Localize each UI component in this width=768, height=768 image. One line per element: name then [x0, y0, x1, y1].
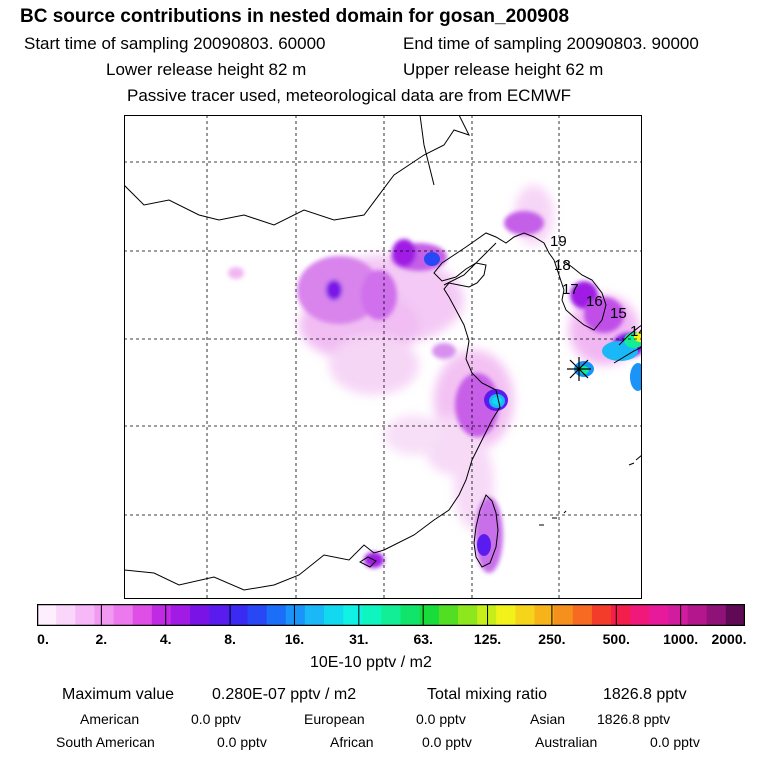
coastlines: [124, 115, 642, 591]
region-name-european: European: [304, 711, 365, 727]
colorbar-tick-label: 63.: [413, 631, 433, 647]
colorbar-segment: [457, 604, 478, 626]
colorbar-tick-label: 16.: [284, 631, 305, 647]
colorbar-tick-label: 2000.: [711, 631, 747, 647]
colorbar-segment: [132, 604, 153, 626]
colorbar-segment: [438, 604, 459, 626]
colorbar-segment: [151, 604, 172, 626]
colorbar-segment: [630, 604, 650, 626]
colorbar-segment: [381, 604, 402, 626]
total-mixing-ratio-label: Total mixing ratio: [427, 686, 548, 703]
region-name-asian: Asian: [530, 711, 566, 727]
colorbar-segment: [324, 604, 344, 626]
trajectory-label: 14: [630, 323, 642, 340]
colorbar-segment: [572, 604, 593, 626]
trajectory-label: 19: [550, 233, 567, 250]
colorbar-segment: [94, 604, 115, 626]
upper-release-height: Upper release height 62 m: [403, 60, 604, 79]
colorbar-tick-label: 125.: [473, 631, 502, 647]
colorbar-segment: [113, 604, 134, 626]
colorbar-segment: [37, 604, 57, 626]
colorbar-segment: [591, 604, 612, 626]
colorbar-segment: [190, 604, 210, 626]
trajectory-label: 16: [586, 293, 603, 310]
colorbar-segment: [687, 604, 708, 626]
region-value-asian: 1826.8 pptv: [597, 711, 671, 727]
colorbar-segment: [668, 604, 689, 626]
colorbar-tick-label: 8.: [224, 631, 236, 647]
colorbar: [37, 604, 745, 626]
colorbar-segment: [553, 604, 574, 626]
receptor-asterisk-marker: [567, 357, 591, 381]
region-name-american: American: [80, 711, 140, 727]
colorbar-segment: [247, 604, 268, 626]
colorbar-segment: [285, 604, 306, 626]
colorbar-segment: [266, 604, 287, 626]
tracer-note: Passive tracer used, meteorological data…: [127, 86, 572, 105]
start-time: Start time of sampling 20090803. 60000: [24, 34, 326, 53]
colorbar-segment: [343, 604, 363, 626]
colorbar-segment: [209, 604, 229, 626]
trajectory-label: 17: [562, 281, 579, 298]
colorbar-segment: [534, 604, 555, 626]
colorbar-segment: [56, 604, 76, 626]
colorbar-tick-label: 4.: [159, 631, 172, 647]
source-contribution-map: 19 18 17 16 15 14: [124, 115, 642, 599]
colorbar-tick-label: 500.: [602, 631, 630, 647]
colorbar-segment: [400, 604, 421, 626]
colorbar-tick-label: 250.: [538, 631, 566, 647]
lat-lon-grid: [124, 115, 642, 599]
region-value-australian: 0.0 pptv: [650, 734, 700, 750]
max-value: 0.280E-07 pptv / m2: [212, 686, 357, 703]
colorbar-segment: [75, 604, 96, 626]
colorbar-segment: [362, 604, 383, 626]
lower-release-height: Lower release height 82 m: [106, 60, 307, 79]
region-name-african: African: [330, 734, 374, 750]
region-name-south-american: South American: [56, 734, 155, 750]
colorbar-segment: [706, 604, 727, 626]
end-time: End time of sampling 20090803. 90000: [403, 34, 699, 53]
concentration-field: [228, 185, 642, 573]
colorbar-segment: [170, 604, 191, 626]
colorbar-segment: [419, 604, 440, 626]
trajectory-label: 15: [610, 305, 627, 322]
max-value-label: Maximum value: [62, 686, 175, 703]
figure-title: BC source contributions in nested domain…: [20, 6, 570, 27]
colorbar-units: 10E-10 pptv / m2: [310, 654, 432, 671]
colorbar-tick-label: 0.: [37, 631, 49, 647]
region-value-south-american: 0.0 pptv: [217, 734, 267, 750]
colorbar-segment: [496, 604, 516, 626]
total-mixing-ratio-value: 1826.8 pptv: [603, 686, 687, 703]
region-value-european: 0.0 pptv: [416, 711, 466, 727]
colorbar-segment: [477, 604, 497, 626]
colorbar-segment: [725, 604, 745, 626]
colorbar-border: [37, 604, 745, 626]
colorbar-tick-label: 1000.: [663, 631, 699, 647]
colorbar-segment: [611, 604, 631, 626]
colorbar-segment: [515, 604, 536, 626]
colorbar-segment: [649, 604, 670, 626]
region-value-african: 0.0 pptv: [422, 734, 472, 750]
colorbar-tick-label: 31.: [349, 631, 369, 647]
colorbar-segment: [304, 604, 325, 626]
region-value-american: 0.0 pptv: [191, 711, 241, 727]
colorbar-segment: [228, 604, 249, 626]
trajectory-label: 18: [554, 257, 571, 274]
region-name-australian: Australian: [535, 734, 598, 750]
colorbar-tick-label: 2.: [95, 631, 108, 647]
